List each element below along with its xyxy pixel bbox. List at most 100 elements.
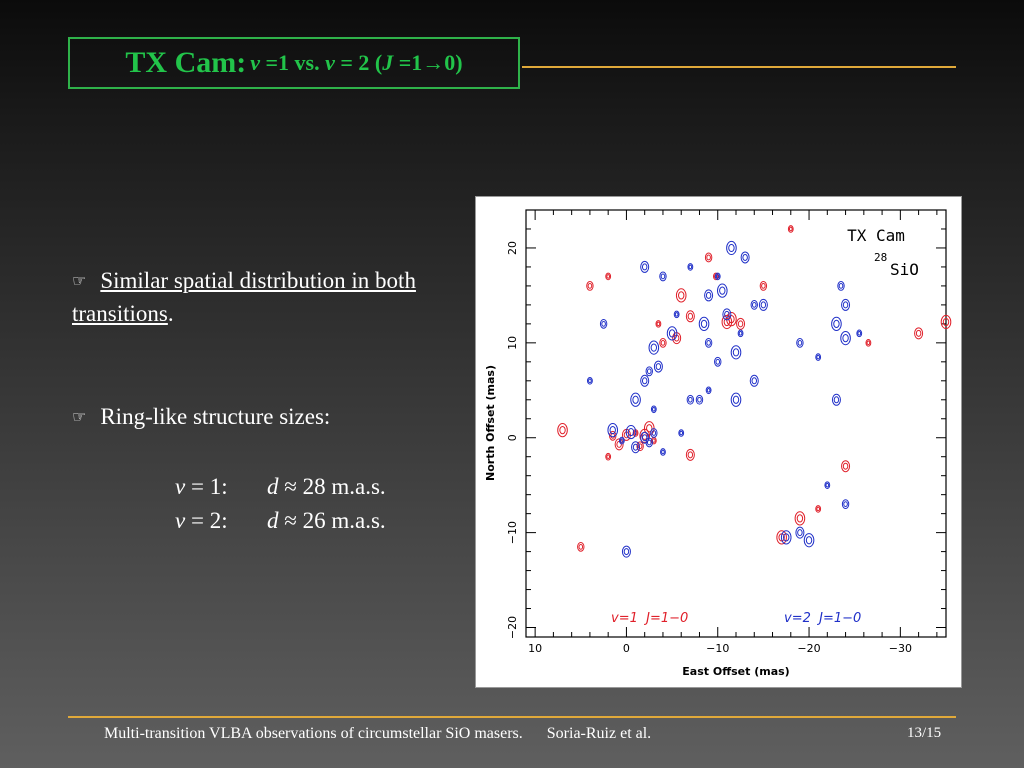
ring-size-label: v = 1:: [175, 470, 267, 504]
contour-inner: [833, 396, 840, 404]
v2-maser-spot: [750, 299, 758, 310]
y-axis-label: North Offset (mas): [484, 365, 497, 481]
v1-maser-spot: [685, 448, 695, 461]
bullet-1-text: Similar spatial distribution in both tra…: [72, 268, 416, 326]
v2-maser-spot: [796, 337, 804, 348]
x-tick-label: 0: [623, 642, 630, 655]
ring-size-label: v = 2:: [175, 504, 267, 538]
footer-author: Soria-Ruiz et al.: [546, 725, 652, 742]
pointing-hand-icon: ☞: [72, 407, 87, 426]
footer: Multi-transition VLBA observations of ci…: [104, 725, 651, 743]
contour-outer: [840, 331, 851, 346]
contour-outer: [587, 377, 593, 385]
contour-outer: [609, 430, 617, 441]
v1-maser-spot: [675, 288, 687, 303]
contour-outer: [653, 360, 663, 373]
page-number: 13/15: [907, 725, 942, 741]
v1-maser-spot: [659, 337, 667, 348]
v1-maser-spot: [787, 225, 794, 233]
footer-title: Multi-transition VLBA observations of ci…: [104, 725, 523, 742]
contour-outer: [815, 353, 822, 361]
contour-outer: [659, 271, 667, 282]
contour-outer: [650, 405, 657, 414]
contour-outer: [705, 386, 712, 395]
contour-outer: [631, 441, 641, 454]
legend-series-2: v=2 J=1−0: [784, 611, 861, 626]
contour-inner: [715, 274, 720, 279]
plot-frame: [525, 209, 947, 638]
contour-outer: [666, 326, 678, 341]
contour-inner: [641, 377, 648, 385]
contour-outer: [740, 251, 750, 264]
contour-inner: [706, 387, 711, 393]
contour-inner: [601, 320, 606, 327]
v2-maser-spot: [831, 393, 841, 406]
x-axis-label: East Offset (mas): [682, 665, 789, 678]
v1-maser-spot: [865, 339, 872, 347]
contour-inner: [627, 427, 635, 437]
v2-maser-spot: [631, 441, 641, 454]
contour-inner: [650, 343, 658, 352]
contour-inner: [842, 301, 849, 309]
v2-maser-spot: [645, 366, 653, 377]
v2-maser-spot: [621, 545, 631, 558]
contour-inner: [606, 274, 611, 279]
contour-outer: [618, 436, 625, 445]
contour-inner: [697, 396, 702, 403]
v2-maser-spot: [722, 308, 732, 321]
contour-outer: [687, 263, 694, 271]
contour-inner: [632, 443, 639, 451]
contour-inner: [637, 443, 643, 450]
ring-size-value: d ≈ 28 m.a.s.: [267, 470, 386, 504]
contour-inner: [751, 301, 757, 308]
contour-inner: [843, 501, 848, 508]
contour-outer: [796, 337, 804, 348]
contour-outer: [640, 260, 650, 273]
contour-inner: [705, 291, 712, 299]
contour-outer: [686, 394, 695, 405]
v2-maser-spot: [695, 394, 704, 405]
contour-outer: [685, 310, 695, 323]
contour-inner: [646, 424, 653, 433]
v1-maser-spot: [636, 441, 644, 452]
v2-maser-spot: [648, 340, 660, 355]
contour-outer: [645, 366, 653, 377]
v1-maser-spot: [759, 281, 768, 291]
contour-outer: [621, 545, 631, 558]
contour-inner: [728, 243, 735, 253]
v1-maser-spot: [655, 320, 662, 328]
contour-outer: [726, 240, 737, 256]
contour-outer: [640, 374, 650, 387]
v2-maser-spot: [737, 329, 744, 338]
chart-subtitle: SiO: [890, 260, 919, 279]
contour-outer: [803, 533, 815, 548]
title-v1: v: [250, 50, 260, 75]
v2-maser-spot: [686, 394, 695, 405]
contour-inner: [632, 395, 639, 404]
v2-maser-spot: [650, 405, 657, 414]
contour-outer: [841, 499, 850, 510]
ring-size-label-text: = 2:: [185, 508, 228, 533]
v2-maser-spot: [599, 318, 608, 329]
contour-inner: [641, 434, 648, 442]
v2-maser-spot: [630, 392, 641, 407]
contour-outer: [787, 225, 794, 233]
v-symbol: v: [175, 508, 186, 533]
contour-inner: [805, 536, 813, 545]
contour-outer: [837, 281, 845, 291]
contour-inner: [660, 339, 666, 346]
contour-outer: [824, 481, 831, 489]
contour-inner: [816, 506, 821, 512]
contour-outer: [815, 505, 822, 513]
contour-inner: [797, 339, 803, 346]
x-tick-label: −10: [706, 642, 729, 655]
x-tick-label: 10: [528, 642, 542, 655]
contour-outer: [831, 393, 841, 406]
legend-series-1: v=1 J=1−0: [611, 611, 688, 626]
v2-maser-spot: [704, 289, 714, 302]
v2-maser-spot: [666, 326, 678, 341]
contour-inner: [606, 454, 611, 460]
contour-outer: [749, 374, 759, 387]
v1-maser-spot: [736, 317, 746, 330]
contour-outer: [714, 356, 722, 367]
